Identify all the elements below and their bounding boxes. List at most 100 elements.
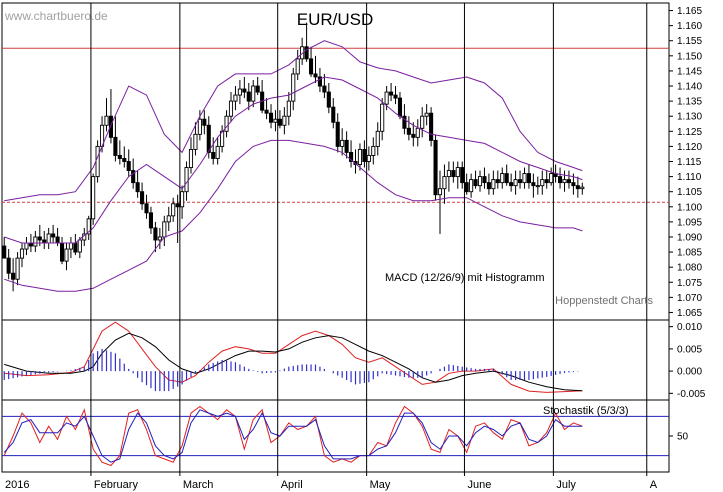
candle-up [237,88,242,96]
candle-up [442,176,447,190]
candle-up [357,148,363,165]
candle-up [91,176,96,220]
candle-up [68,242,73,250]
candle-up [19,248,25,259]
candle-down [153,227,158,241]
candle-down [575,185,580,190]
candle-down [393,94,398,99]
chart-title: EUR/USD [297,10,374,29]
candle-down [504,173,509,184]
candle-down [264,109,269,114]
candle-down [335,121,340,147]
candle-down [131,170,136,184]
candle-down [113,136,118,156]
candle-down [304,46,309,60]
candle-up [371,145,376,156]
candle-up [251,85,256,102]
x-tick-label: July [556,479,576,491]
candle-down [326,91,331,108]
x-tick-label: February [94,479,139,491]
candle-down [51,233,56,238]
candle-down [517,179,523,184]
d-line [3,409,583,463]
candle-down [2,245,7,259]
candle-down [175,203,180,208]
candle-down [509,182,514,187]
y-tick-label: 1.095 [677,217,702,228]
candle-up [340,139,345,147]
candle-down [349,151,354,162]
candle-down [108,115,113,138]
y-tick-label: 1.125 [677,127,702,138]
candle-down [308,58,314,75]
candle-up [384,91,389,105]
candle-up [215,145,220,159]
y-tick-label: 1.080 [677,263,702,274]
candle-down [486,182,491,190]
candle-up [455,167,460,178]
candle-down [460,167,465,184]
candle-up [295,58,300,75]
candle-down [317,76,322,87]
candle-up [197,118,202,135]
x-tick-label: June [467,479,491,491]
candle-down [6,257,11,274]
y-tick-label: 1.100 [677,202,702,213]
candle-up [193,133,198,150]
candle-up [33,236,38,247]
candle-up [580,186,585,190]
y-tick-label: 1.155 [677,36,702,47]
candle-down [117,155,122,159]
y-tick-label: 1.130 [677,112,702,123]
candle-down [473,179,478,187]
candle-down [406,127,411,135]
candle-down [344,139,349,153]
candle-down [11,272,16,280]
candle-down [135,182,140,193]
candle-down [140,191,145,205]
candle-down [126,161,131,172]
macd-panel: -0.005 0.000 0.005 0.010 [1,319,706,401]
candle-up [24,242,29,250]
candle-up [366,155,371,162]
y-tick-label: 1.090 [677,232,702,243]
candle-down [144,203,149,214]
candle-up [224,115,229,132]
candle-up [437,188,443,196]
candle-up [273,118,278,123]
candle-down [73,242,78,253]
candle-down [411,133,416,138]
y-tick-label: 1.105 [677,187,702,198]
x-tick-label: A [650,479,658,491]
watermark: www.chartbuero.de [4,9,108,23]
bb_middle-line [4,76,583,244]
y-tick-label: 0.005 [677,344,702,355]
stochastic-panel: 50 [1,399,689,473]
candle-down [37,236,42,241]
candle-up [64,248,69,262]
candle-up [415,127,420,138]
candle-up [291,73,296,102]
y-tick-label: 1.085 [677,248,702,259]
y-tick-label: 1.120 [677,142,702,153]
candle-up [420,115,425,129]
candle-down [571,182,576,187]
candle-up [180,191,185,208]
candle-up [77,239,82,253]
candle-down [402,115,407,129]
x-axis: 2016 February March April May June July A [5,3,658,491]
candle-down [558,176,563,184]
candle-up [500,173,505,184]
candle-up [171,203,176,217]
candle-up [549,173,554,184]
candle-down [313,73,318,78]
candle-down [206,124,211,153]
candle-down [531,182,536,187]
candle-up [184,167,189,193]
candle-down [202,118,207,126]
candle-down [353,161,358,165]
candle-up [228,100,234,117]
candle-down [122,158,127,162]
y-tick-label: 1.115 [677,157,702,168]
credit-label: Hoppenstedt Charts [555,295,653,307]
